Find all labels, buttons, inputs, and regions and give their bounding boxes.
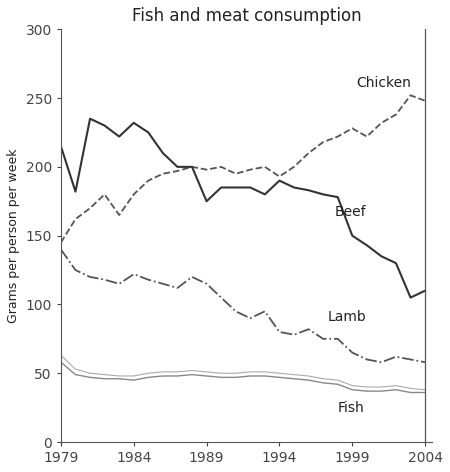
Y-axis label: Grams per person per week: Grams per person per week [7,148,20,323]
Text: Beef: Beef [335,205,366,219]
Text: Fish: Fish [338,401,364,415]
Text: Chicken: Chicken [357,76,411,90]
Text: Lamb: Lamb [328,310,366,324]
Title: Fish and meat consumption: Fish and meat consumption [132,7,361,25]
